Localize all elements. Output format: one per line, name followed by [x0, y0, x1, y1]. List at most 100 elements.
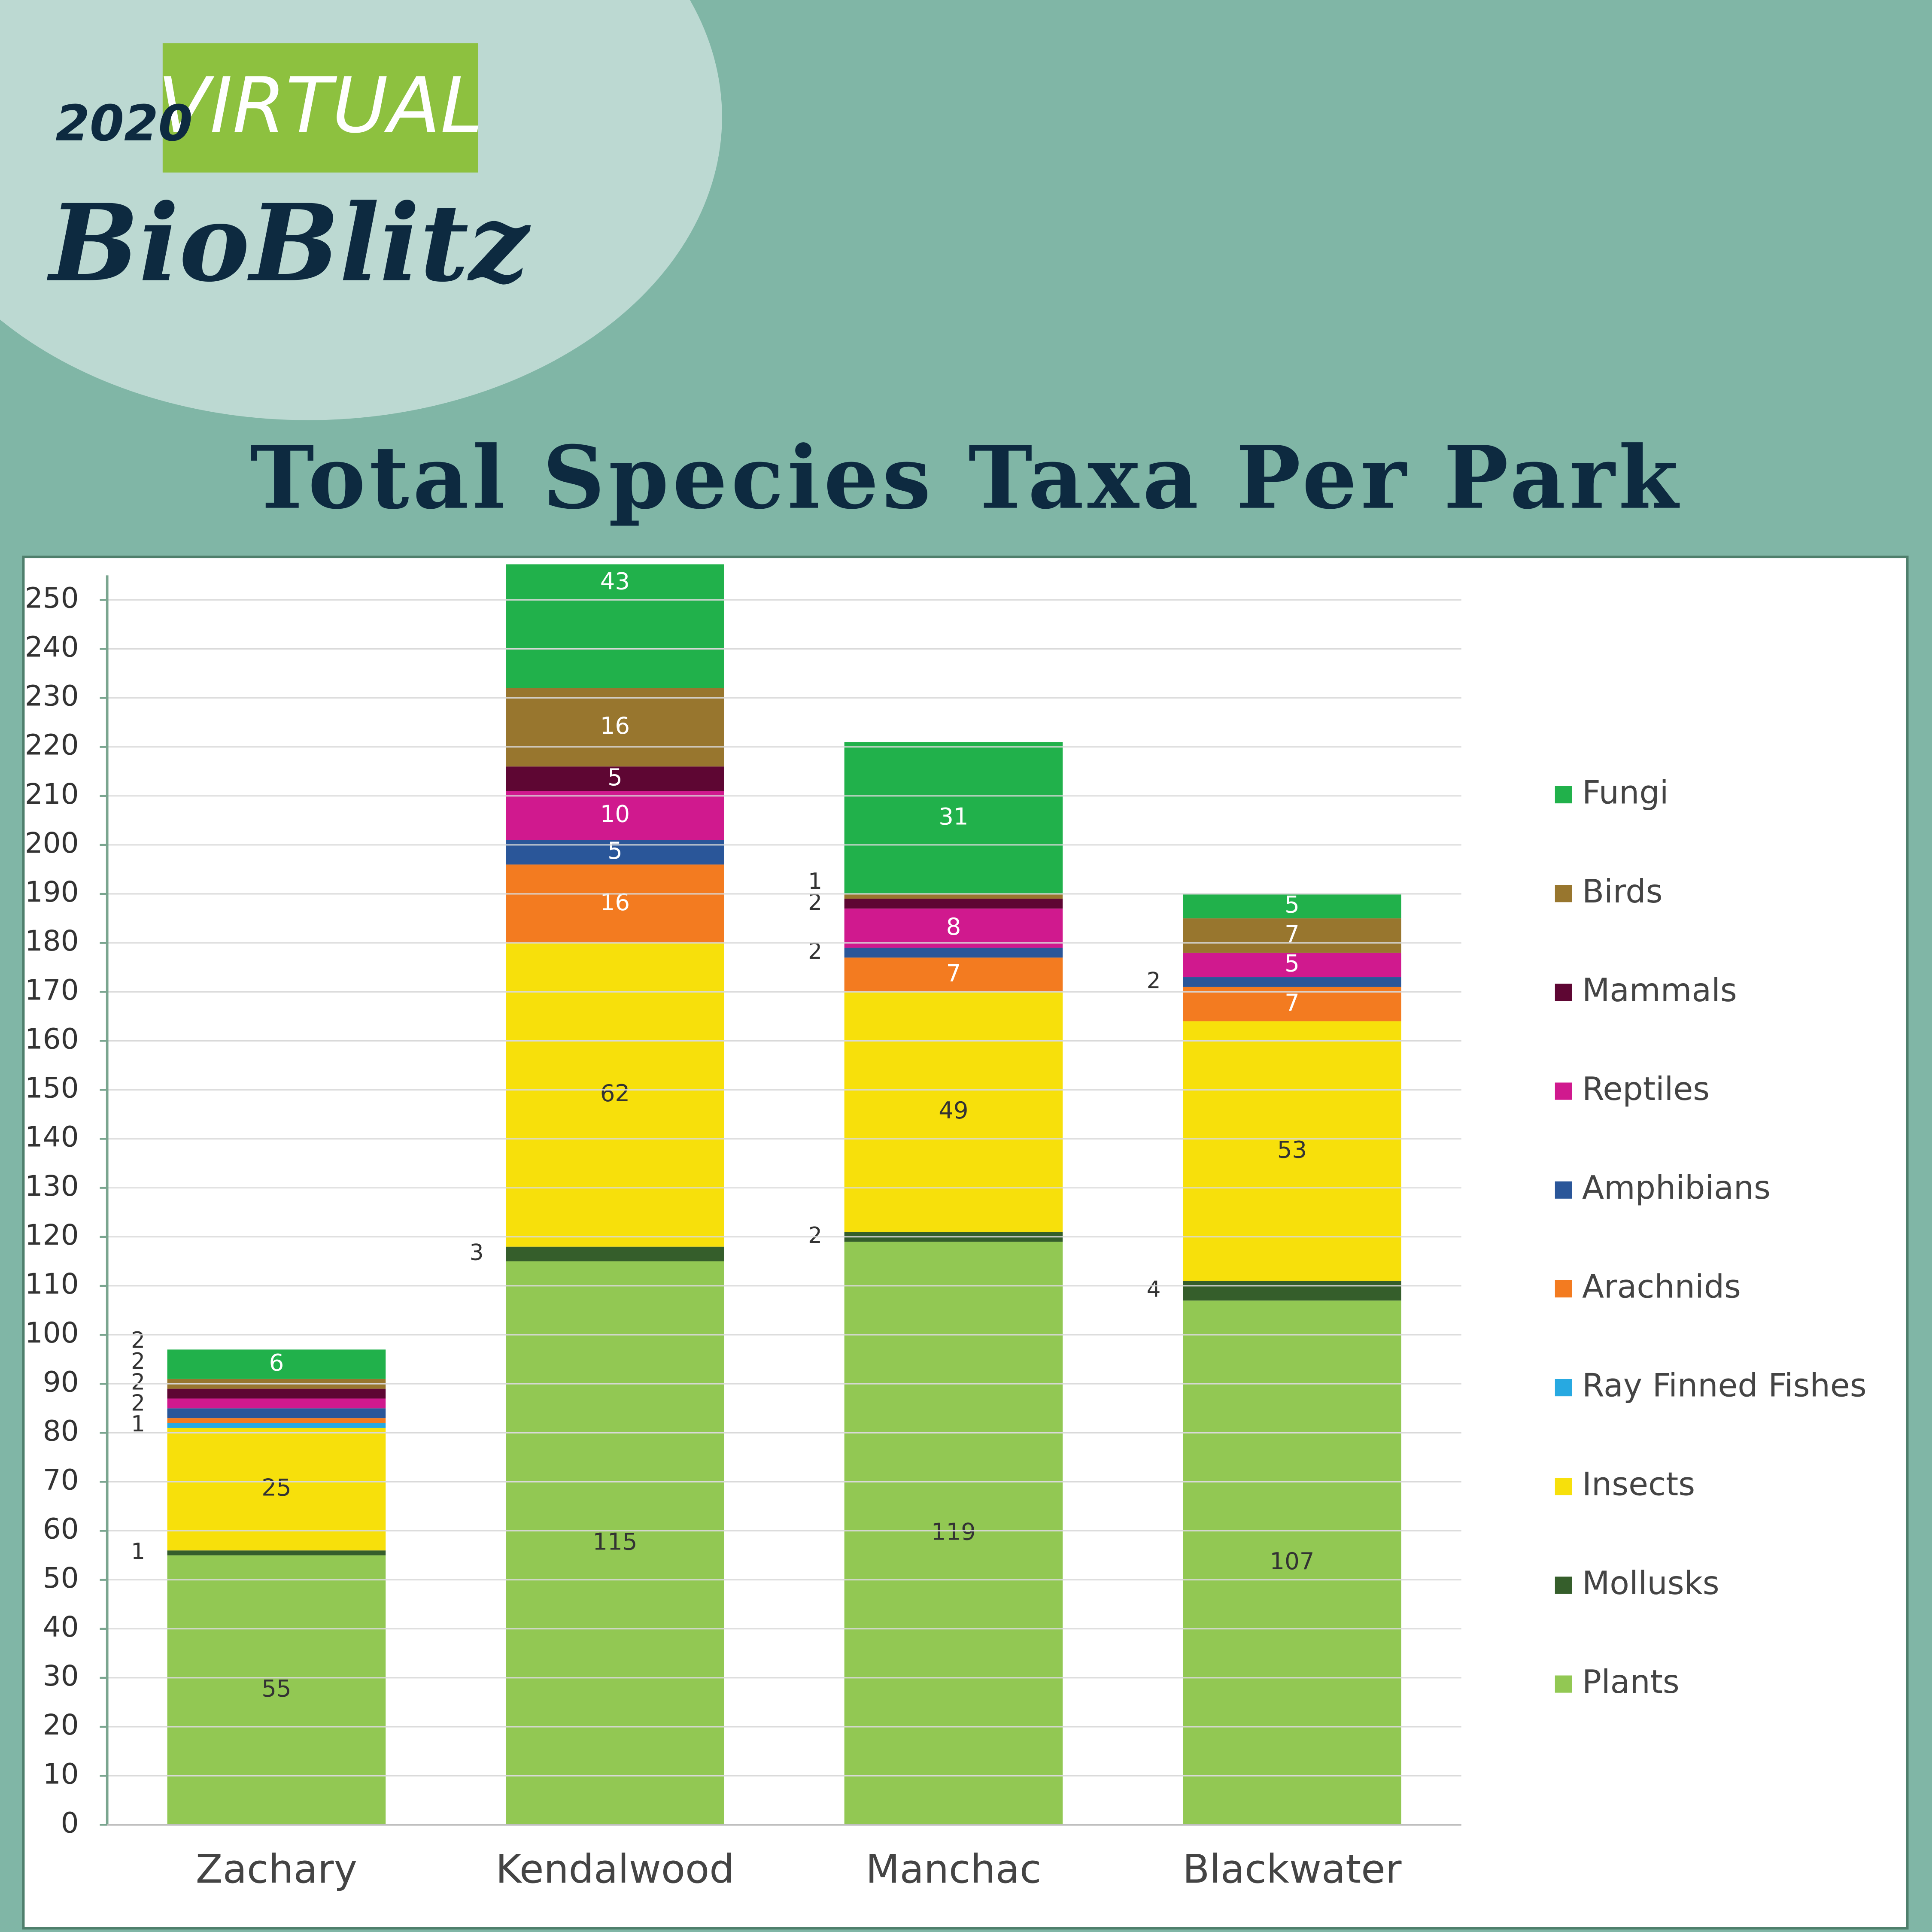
legend-swatch — [1555, 1577, 1572, 1594]
edition: VIRTUAL — [158, 61, 483, 150]
bar-segment — [167, 1349, 386, 1379]
bar-segment — [844, 742, 1063, 894]
data-label: 5 — [1285, 891, 1300, 918]
y-tick-label: 50 — [43, 1561, 79, 1595]
data-label: 8 — [946, 913, 961, 940]
y-tick-label: 90 — [43, 1365, 79, 1398]
bar-segment — [506, 943, 724, 1247]
y-tick-label: 10 — [43, 1757, 79, 1790]
data-label: 2 — [131, 1390, 145, 1416]
year: 2020 — [55, 95, 192, 152]
data-label: 10 — [600, 800, 630, 828]
data-label: 6 — [269, 1349, 284, 1376]
bar-segment — [1183, 1300, 1401, 1825]
x-tick-label: Blackwater — [1182, 1846, 1401, 1892]
y-tick-label: 110 — [25, 1267, 79, 1300]
data-label: 1 — [808, 869, 822, 894]
y-tick-label: 0 — [61, 1806, 79, 1839]
edition-box — [162, 43, 478, 173]
legend-label: Fungi — [1582, 774, 1669, 811]
bar-segment — [506, 766, 724, 791]
y-tick-label: 210 — [25, 778, 79, 811]
y-tick-label: 20 — [43, 1708, 79, 1741]
legend-label: Ray Finned Fishes — [1582, 1367, 1867, 1404]
x-tick-label: Zachary — [196, 1846, 357, 1892]
legend-swatch — [1555, 984, 1572, 1001]
y-tick-label: 100 — [25, 1316, 79, 1349]
bar-segment — [506, 564, 724, 688]
data-label: 31 — [939, 802, 968, 830]
data-label: 16 — [600, 712, 630, 739]
legend-label: Birds — [1582, 873, 1663, 910]
y-tick-label: 220 — [25, 729, 79, 762]
bar-segment — [167, 1423, 386, 1428]
legend-label: Arachnids — [1582, 1268, 1741, 1305]
y-tick-label: 190 — [25, 875, 79, 908]
bar-segment — [506, 1246, 724, 1261]
data-label: 25 — [261, 1474, 291, 1501]
bar-segment — [506, 791, 724, 840]
bar-segment — [844, 948, 1063, 958]
data-label: 5 — [608, 763, 623, 791]
bar-segment — [1183, 952, 1401, 978]
data-label: 62 — [600, 1079, 630, 1107]
data-label: 2 — [1147, 968, 1161, 993]
x-tick-label: Manchac — [866, 1846, 1041, 1892]
data-label: 4 — [1147, 1276, 1161, 1302]
legend-label: Reptiles — [1582, 1070, 1710, 1108]
data-label: 7 — [946, 959, 961, 987]
data-label: 7 — [1285, 989, 1300, 1016]
data-label: 119 — [931, 1518, 976, 1545]
y-tick-label: 120 — [25, 1218, 79, 1252]
data-label: 1 — [131, 1539, 145, 1564]
y-tick-label: 140 — [25, 1121, 79, 1154]
plot: 5512512222611536216510516431192497282131… — [131, 564, 1401, 1825]
data-label: 49 — [939, 1097, 968, 1124]
data-label: 2 — [131, 1349, 145, 1374]
y-tick-label: 60 — [43, 1513, 79, 1546]
data-label: 2 — [808, 1223, 822, 1249]
y-tick-label: 250 — [25, 581, 79, 614]
bar-segment — [167, 1398, 386, 1409]
bar-segment — [844, 992, 1063, 1232]
data-label: 2 — [131, 1370, 145, 1395]
data-label: 3 — [470, 1240, 484, 1266]
legend-label: Plants — [1582, 1663, 1680, 1701]
y-tick-label: 40 — [43, 1610, 79, 1643]
y-tick-label: 80 — [43, 1414, 79, 1447]
data-label: 43 — [600, 567, 630, 595]
data-label: 2 — [131, 1327, 145, 1353]
y-tick-label: 70 — [43, 1464, 79, 1497]
y-tick-label: 180 — [25, 924, 79, 957]
bar-segment — [844, 894, 1063, 899]
bar-segment — [1183, 894, 1401, 919]
data-label: 5 — [608, 837, 623, 864]
bar-segment — [167, 1555, 386, 1825]
bar-segment — [1183, 1021, 1401, 1281]
legend-swatch — [1555, 1181, 1572, 1199]
chart-title: Total Species Taxa Per Park — [250, 427, 1682, 529]
bar-segment — [844, 1242, 1063, 1825]
bar-segment — [167, 1418, 386, 1423]
bar-segment — [844, 957, 1063, 992]
bar-segment — [1183, 977, 1401, 987]
legend-label: Insects — [1582, 1466, 1695, 1503]
legend-swatch — [1555, 1379, 1572, 1397]
legend-swatch — [1555, 1280, 1572, 1298]
legend-swatch — [1555, 885, 1572, 902]
data-label: 55 — [261, 1675, 291, 1702]
y-tick-label: 230 — [25, 680, 79, 713]
bar-segment — [506, 840, 724, 865]
y-tick-label: 170 — [25, 973, 79, 1006]
bar-segment — [167, 1408, 386, 1419]
data-label: 107 — [1270, 1547, 1314, 1575]
bar-segment — [506, 688, 724, 767]
legend-swatch — [1555, 1082, 1572, 1100]
x-tick-label: Kendalwood — [495, 1846, 734, 1892]
data-label: 53 — [1277, 1136, 1307, 1163]
bar-segment — [844, 899, 1063, 909]
y-tick-label: 130 — [25, 1170, 79, 1203]
data-label: 5 — [1285, 950, 1300, 977]
